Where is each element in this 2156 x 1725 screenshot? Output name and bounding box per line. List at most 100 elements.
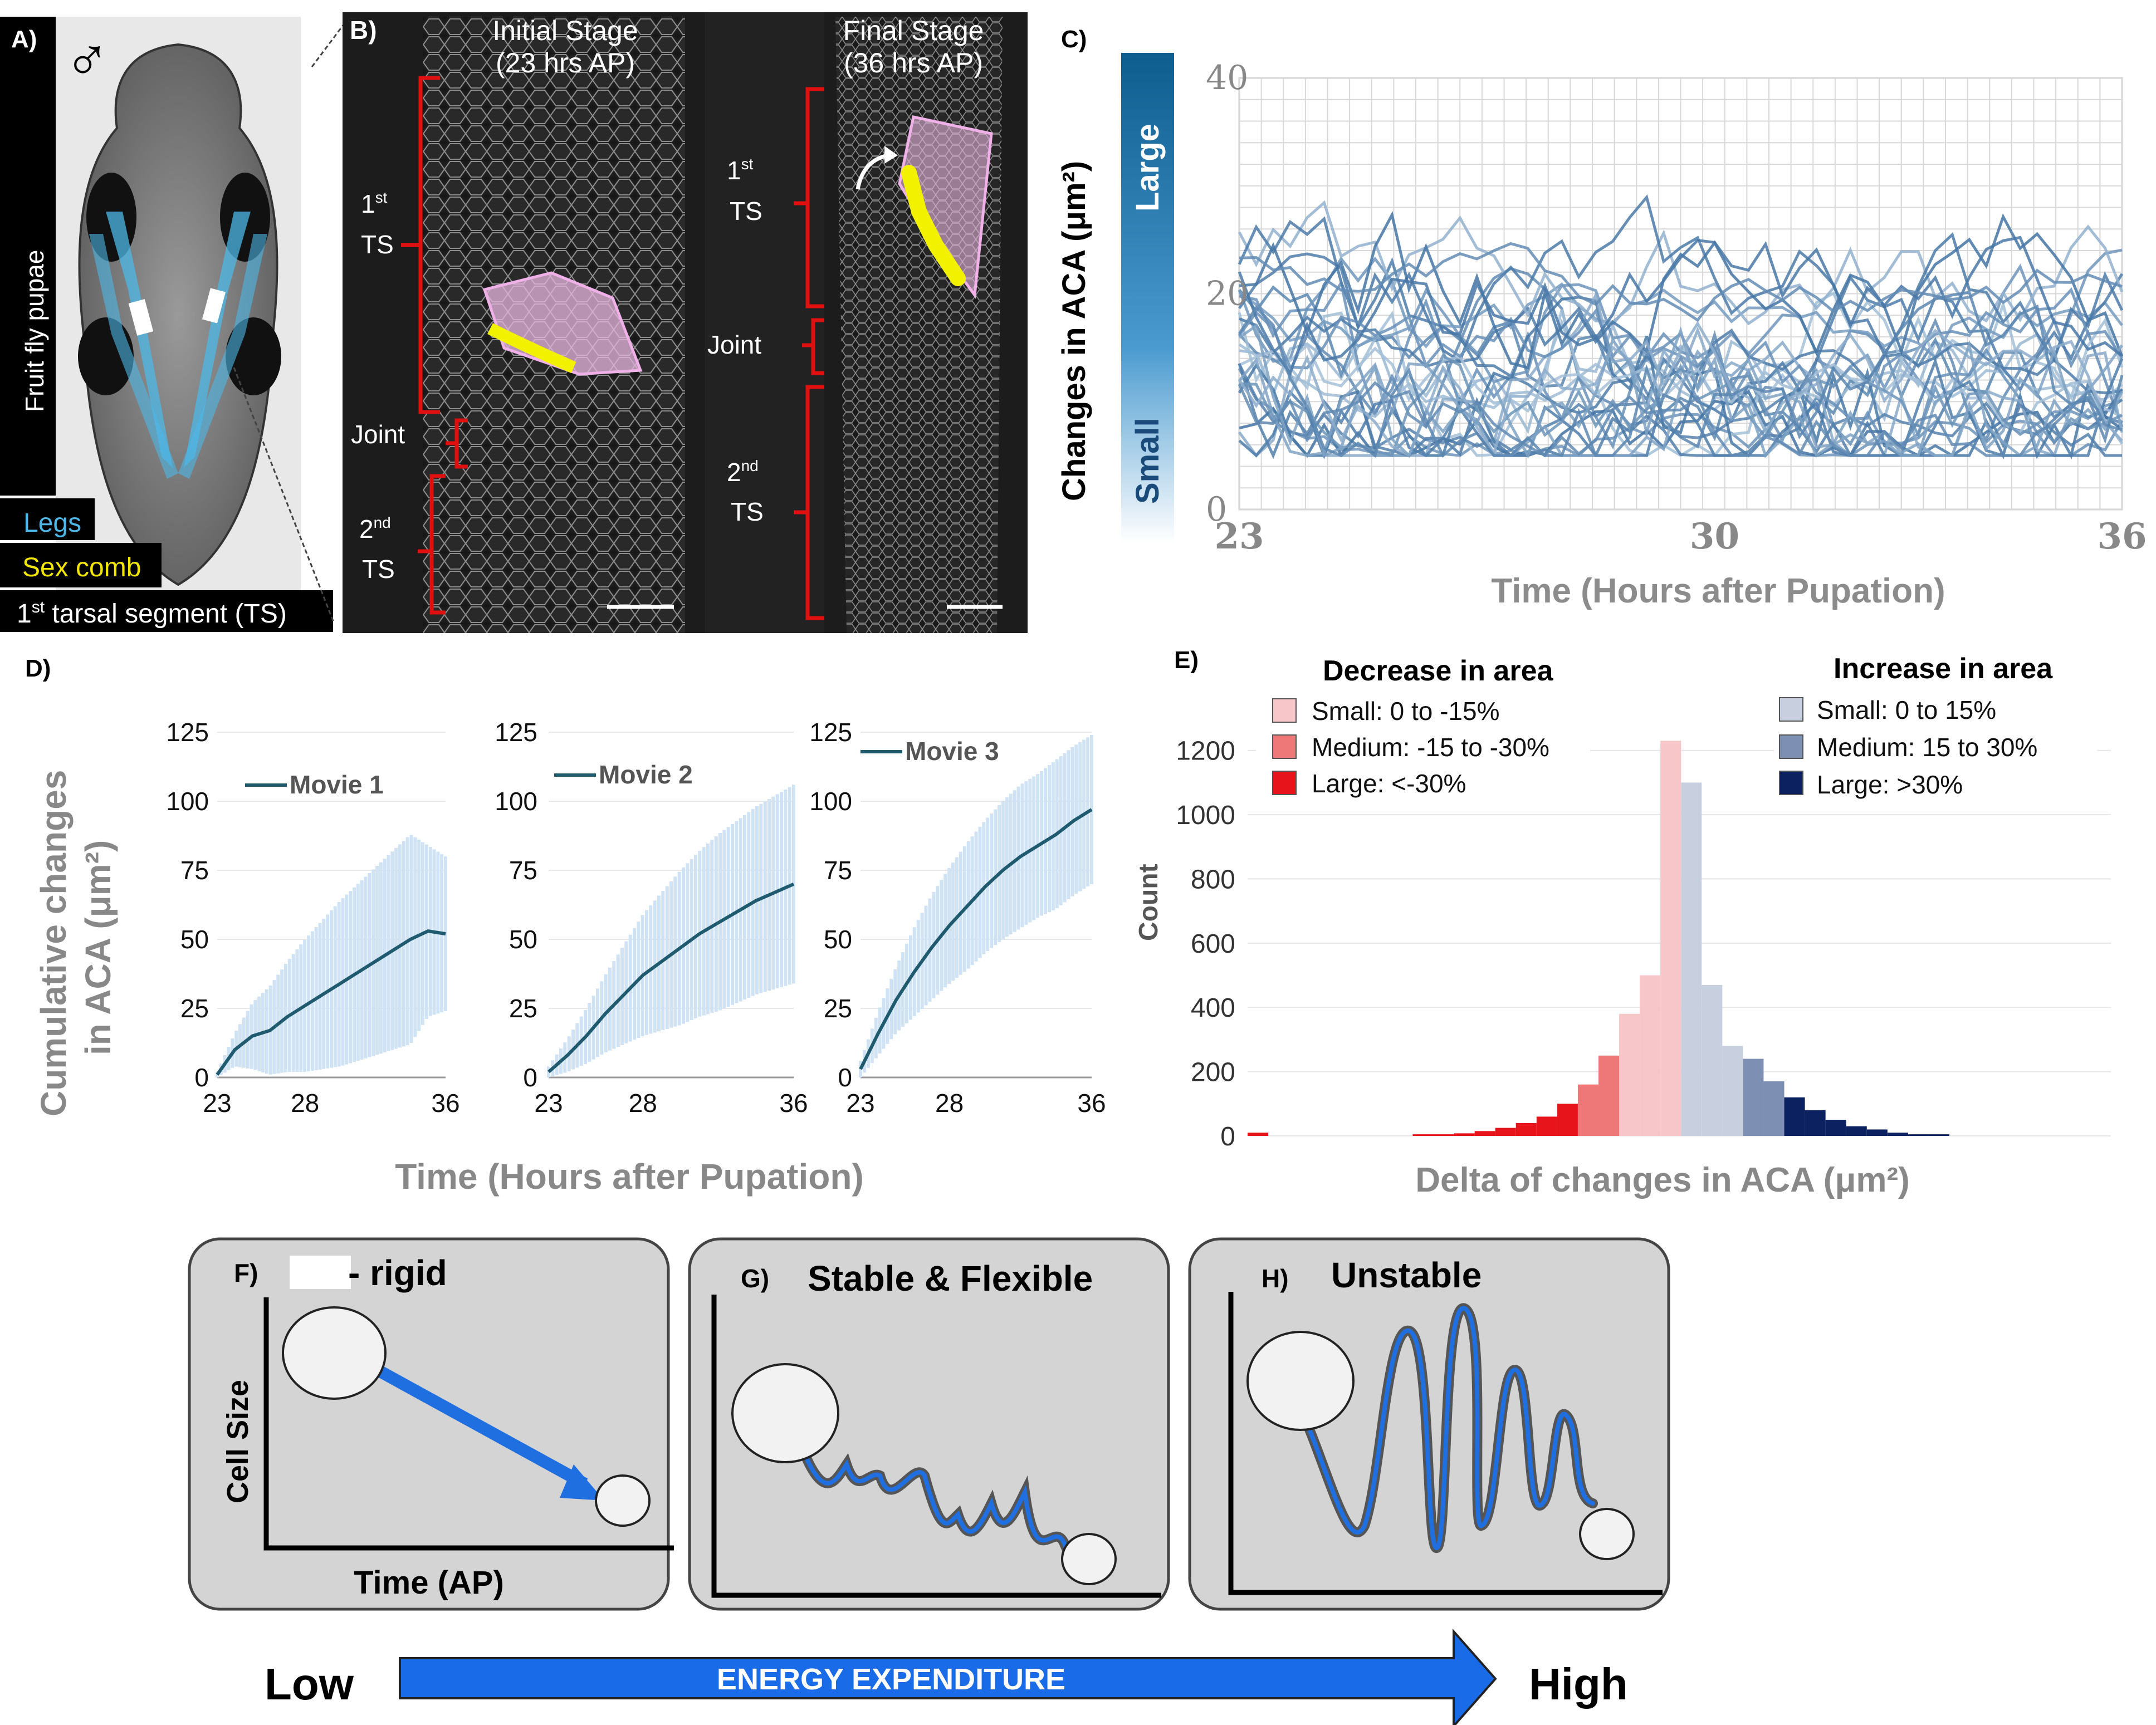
panel-f-cell-large — [282, 1306, 387, 1400]
panel-d-ytick: 0 — [194, 1063, 209, 1092]
panel-d-ytick: 0 — [523, 1063, 537, 1092]
panel-d-plots: 0 25 50 75 100 125 23 28 36 Movie 1 0 25 50 75 100 125 2… — [166, 718, 1106, 1118]
panel-g-label: G) — [741, 1264, 769, 1293]
panel-e-ytick: 200 — [1191, 1058, 1235, 1087]
panel-c-series-line — [1239, 354, 2123, 458]
panel-d-legend-label: Movie 2 — [599, 760, 693, 789]
panel-h-label: H) — [1262, 1264, 1289, 1293]
panel-e-ytick: 0 — [1220, 1122, 1235, 1151]
legend-dec-title: Decrease in area — [1323, 655, 1553, 687]
panel-d-ylabel1: Cumulative changes — [33, 770, 74, 1116]
panel-d-ytick: 0 — [838, 1063, 852, 1092]
legend-inc-small-swatch — [1779, 697, 1803, 722]
panel-g-cell-small — [1061, 1533, 1117, 1585]
panel-f-xlabel: Time (AP) — [354, 1565, 504, 1601]
panel-e-bar — [1248, 1133, 1269, 1136]
panel-f-title: - rigid — [348, 1253, 447, 1293]
panel-e-legend-decrease: Decrease in area Small: 0 to -15% Medium… — [1256, 655, 1590, 805]
panel-d-ytick: 25 — [509, 994, 537, 1023]
panel-c-xtick: 36 — [2097, 516, 2147, 557]
legend-inc-small: Small: 0 to 15% — [1817, 695, 1996, 724]
panel-c-ytick: 20 — [1206, 275, 1248, 313]
panel-e-ytick: 400 — [1191, 993, 1235, 1023]
leg-left — [106, 212, 173, 468]
legend-dec-large-swatch — [1272, 771, 1297, 795]
panel-g: G) Stable & Flexible — [688, 1237, 1170, 1611]
panel-e-ytick: 1200 — [1176, 737, 1235, 766]
panel-d-legend-label: Movie 1 — [290, 770, 384, 799]
panel-h: H) Unstable — [1188, 1237, 1670, 1611]
panel-e-chart: 0 200 400 600 800 1000 1200 — [1176, 737, 2111, 1151]
legend-dec-large: Large: <-30% — [1312, 769, 1466, 798]
legend-inc-large-swatch — [1779, 771, 1803, 795]
panel-e-bar — [1495, 1128, 1516, 1136]
panel-d-ylabel2: in ACA (μm²) — [78, 840, 118, 1055]
panel-c-series-line — [1238, 343, 2123, 435]
panel-d-xtick: 28 — [935, 1089, 964, 1118]
panel-e-label: E) — [1174, 646, 1199, 674]
sex-comb-initial — [487, 323, 576, 374]
panel-c-series-line — [1238, 296, 2124, 460]
legend-ts: 1st tarsal segment (TS) — [17, 598, 287, 629]
energy-low: Low — [265, 1659, 354, 1709]
legend-inc-title: Increase in area — [1834, 653, 2053, 685]
panel-d-ytick: 75 — [509, 856, 537, 885]
panel-c-lines — [1238, 194, 2124, 460]
panel-a-label: A) — [11, 26, 37, 53]
legend-inc-medium: Medium: 15 to 30% — [1817, 733, 2037, 762]
panel-c-series-line — [1238, 236, 2123, 376]
panel-e-xlabel: Delta of changes in ACA (μm²) — [1415, 1161, 1910, 1199]
panel-c-ticks: 0 20 40 23 30 36 — [1206, 58, 2147, 557]
legend-dec-small-swatch — [1272, 698, 1297, 723]
legend-sex-comb: Sex comb — [22, 553, 141, 582]
legend-dec-medium-swatch — [1272, 734, 1297, 759]
panel-e-bar — [1536, 1116, 1557, 1136]
panel-d-ytick: 25 — [824, 994, 852, 1023]
panel-e-bar — [1763, 1081, 1785, 1136]
panel-e-bar — [1619, 1013, 1640, 1136]
panel-d-xtick: 36 — [431, 1089, 459, 1118]
panel-h-title: Unstable — [1331, 1255, 1482, 1295]
panel-c-ytick: 0 — [1206, 490, 1227, 529]
panel-c-xtick: 30 — [1690, 516, 1739, 557]
initial-joint: Joint — [351, 420, 405, 449]
panel-d-ytick: 75 — [824, 856, 852, 885]
panel-e-bar — [1412, 1134, 1434, 1136]
panel-d-xlabel: Time (Hours after Pupation) — [395, 1156, 864, 1197]
panel-f: F) - rigid Cell Size Time (AP) — [188, 1237, 674, 1611]
panel-g-cell-large — [731, 1363, 839, 1463]
tissue-final — [835, 17, 1003, 633]
panel-d-errorbar — [1090, 734, 1093, 884]
panel-d-ytick: 100 — [495, 787, 537, 816]
panel-e-bar — [1825, 1120, 1846, 1136]
initial-title: Initial Stage — [492, 15, 638, 46]
panel-e-bar — [1660, 741, 1681, 1136]
panel-e-bar — [1866, 1129, 1888, 1136]
panel-d-ytick: 50 — [180, 925, 209, 954]
male-symbol: ♂ — [64, 26, 110, 94]
panel-c-ytick: 40 — [1206, 58, 1248, 97]
initial-b2: 2nd — [359, 514, 391, 543]
final-b1-ts: TS — [730, 197, 762, 226]
panel-c-series-line — [1238, 363, 2122, 459]
panel-h-cell-large — [1246, 1331, 1355, 1431]
panel-f-cell-small — [595, 1474, 651, 1527]
panel-c-series-line — [1239, 210, 2124, 370]
panel-c-label: C) — [1061, 26, 1087, 53]
panel-c-series-line — [1238, 291, 2124, 458]
legend-inc-medium-swatch — [1779, 734, 1803, 759]
final-joint: Joint — [707, 330, 761, 359]
panel-d-ytick: 100 — [166, 787, 209, 816]
side-text: Fruit fly pupae — [20, 250, 49, 412]
panel-b-label: B) — [350, 16, 377, 45]
panel-e-bar — [1598, 1055, 1620, 1136]
energy-arrow-row: Low ENERGY EXPENDITURE High — [265, 1628, 1628, 1725]
panel-d-ytick: 50 — [509, 925, 537, 954]
panel-f-axes — [263, 1297, 674, 1551]
panel-d-series-line — [216, 929, 446, 1076]
legend-legs: Legs — [23, 508, 81, 538]
panel-d-xtick: 28 — [291, 1089, 319, 1118]
energy-arrow-text: ENERGY EXPENDITURE — [717, 1663, 1065, 1696]
energy-arrow — [399, 1628, 1497, 1725]
